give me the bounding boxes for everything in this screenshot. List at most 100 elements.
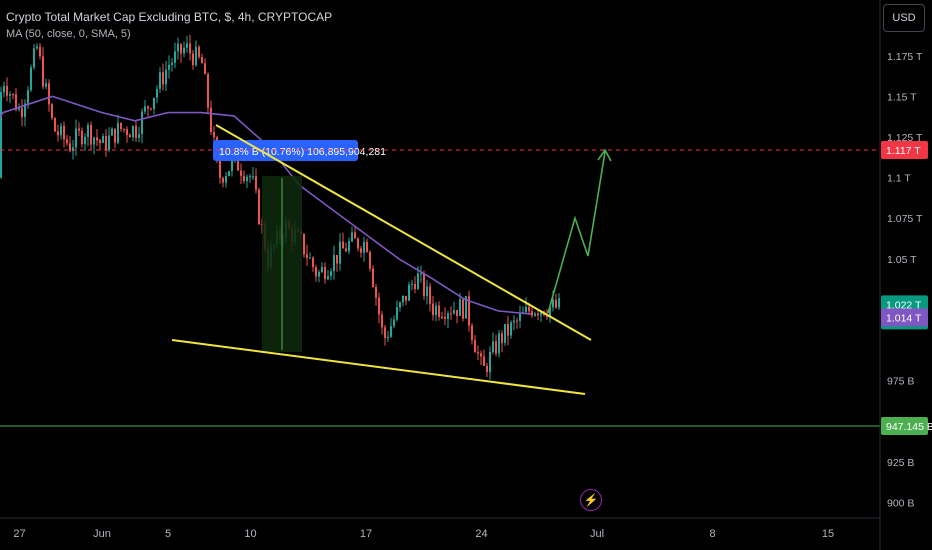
time-axis[interactable]: 27 Jun 5 10 17 24 Jul 8 15 — [13, 528, 834, 540]
projection-path[interactable] — [547, 151, 606, 314]
candle-body — [153, 97, 155, 109]
candle-body — [36, 46, 38, 49]
candle-body — [516, 320, 518, 322]
candle-body — [189, 43, 191, 54]
candle-body — [105, 136, 107, 151]
candle-body — [357, 238, 359, 249]
candle-body — [423, 273, 425, 297]
candle-body — [141, 111, 143, 135]
candle-body — [339, 241, 341, 264]
candle-body — [192, 53, 194, 66]
lightning-icon[interactable]: ⚡ — [580, 489, 602, 511]
candle-body — [90, 124, 92, 145]
candle-body — [399, 302, 401, 308]
candle-body — [84, 136, 86, 145]
candle-body — [510, 322, 512, 336]
candle-body — [414, 284, 416, 290]
candle-body — [528, 306, 530, 312]
candle-body — [204, 63, 206, 75]
candle-body — [354, 232, 356, 239]
candle-body — [249, 176, 251, 178]
candle-body — [420, 273, 422, 275]
candle-body — [228, 171, 230, 176]
candle-body — [72, 147, 74, 152]
price-marker-label: 1.117 T — [886, 145, 921, 157]
candle-body — [375, 286, 377, 298]
x-tick-label: 27 — [13, 528, 25, 540]
candle-body — [135, 126, 137, 138]
candle-body — [387, 336, 389, 338]
candle-body — [498, 333, 500, 354]
candle-body — [372, 268, 374, 287]
candle-body — [450, 313, 452, 315]
candle-body — [456, 309, 458, 316]
candle-body — [519, 313, 521, 321]
candle-body — [240, 170, 242, 176]
candle-body — [342, 241, 344, 249]
price-axis[interactable]: 1.175 T1.15 T1.125 T1.1 T1.075 T1.05 T97… — [887, 51, 923, 510]
price-range-measure[interactable]: 10.8% B (10.76%) 106,895,904,281 — [213, 140, 386, 352]
indicator-legend[interactable]: MA (50, close, 0, SMA, 5) — [6, 28, 131, 40]
x-tick-label: 24 — [475, 528, 487, 540]
candle-body — [99, 140, 101, 143]
candle-body — [12, 93, 14, 95]
candle-body — [39, 46, 41, 57]
candle-body — [171, 62, 173, 65]
candle-body — [198, 46, 200, 57]
candle-body — [57, 131, 59, 136]
x-tick-label: 17 — [360, 528, 372, 540]
upper-trendline[interactable] — [215, 124, 592, 341]
candle-body — [351, 232, 353, 242]
candle-body — [66, 139, 68, 144]
candle-body — [225, 175, 227, 183]
candle-body — [111, 128, 113, 136]
candle-body — [63, 125, 65, 140]
candle-body — [345, 248, 347, 252]
candle-body — [408, 284, 410, 301]
candle-body — [483, 356, 485, 366]
candle-body — [30, 67, 32, 91]
currency-button[interactable]: USD — [883, 4, 925, 32]
y-tick-label: 975 B — [887, 376, 914, 388]
x-tick-label: 5 — [165, 528, 171, 540]
lower-trendline[interactable] — [171, 339, 586, 395]
candle-body — [429, 286, 431, 304]
candle-body — [477, 352, 479, 354]
candle-body — [468, 296, 470, 326]
x-tick-label: 8 — [709, 528, 715, 540]
candle-body — [93, 137, 95, 145]
candle-body — [315, 267, 317, 277]
candle-body — [3, 85, 5, 93]
candle-body — [78, 128, 80, 131]
y-tick-label: 1.075 T — [887, 213, 923, 225]
candle-body — [396, 307, 398, 320]
candle-body — [132, 126, 134, 138]
candle-body — [504, 323, 506, 343]
candle-body — [465, 296, 467, 319]
candle-body — [222, 178, 224, 183]
price-marker[interactable] — [881, 141, 928, 159]
candle-body — [60, 125, 62, 136]
candle-body — [534, 313, 536, 316]
candle-body — [324, 267, 326, 280]
candle-body — [312, 257, 314, 268]
candle-body — [108, 135, 110, 151]
chart-title: Crypto Total Market Cap Excluding BTC, $… — [6, 10, 333, 24]
candle-body — [255, 176, 257, 190]
candle-body — [195, 46, 197, 66]
price-marker[interactable] — [881, 417, 928, 435]
candle-body — [6, 85, 8, 96]
candle-body — [75, 128, 77, 148]
candle-body — [384, 327, 386, 338]
candle-body — [45, 83, 47, 87]
candle-body — [369, 251, 371, 269]
candle-body — [330, 271, 332, 277]
candle-body — [48, 83, 50, 105]
candle-body — [558, 298, 560, 308]
price-marker[interactable] — [881, 308, 928, 327]
candle-body — [54, 118, 56, 132]
candle-body — [525, 306, 527, 313]
candle-body — [447, 313, 449, 319]
candle-body — [309, 257, 311, 259]
